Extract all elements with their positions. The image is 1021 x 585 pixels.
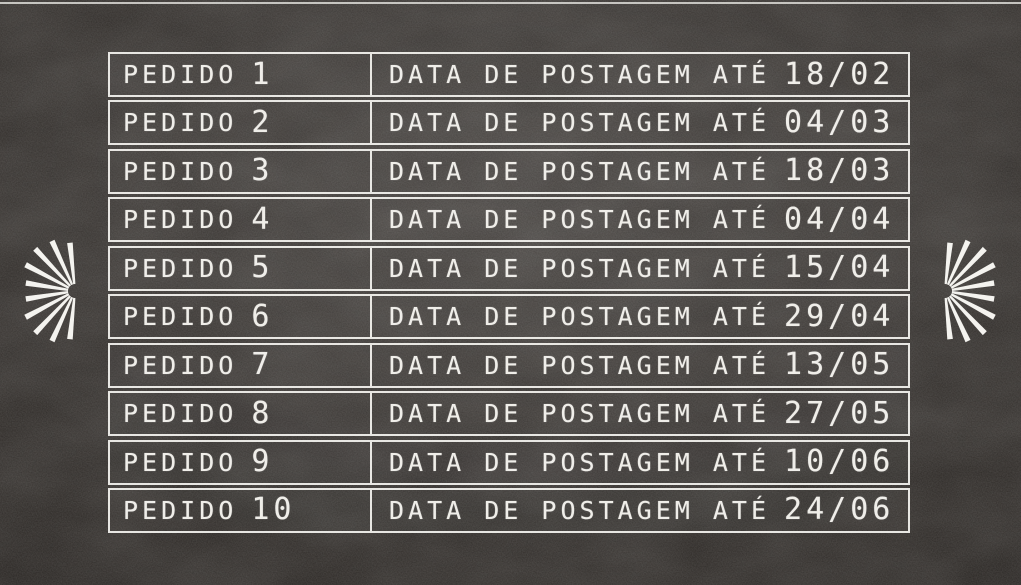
order-number: 7	[251, 347, 274, 383]
posting-date-value: 18/03	[784, 153, 895, 189]
order-cell: PEDIDO 1	[110, 54, 372, 95]
order-number: 10	[251, 492, 296, 528]
posting-date-label: DATA DE POSTAGEM ATÉ	[389, 156, 771, 186]
order-label: PEDIDO	[123, 302, 238, 332]
order-cell: PEDIDO 3	[110, 150, 372, 192]
posting-date-value: 13/05	[784, 347, 895, 383]
table-row: PEDIDO 9 DATA DE POSTAGEM ATÉ 10/06	[108, 439, 910, 485]
order-label: PEDIDO	[123, 350, 238, 380]
order-cell: PEDIDO 6	[110, 296, 372, 338]
posting-date-label: DATA DE POSTAGEM ATÉ	[389, 302, 771, 332]
table-row: PEDIDO 4 DATA DE POSTAGEM ATÉ 04/04	[108, 197, 910, 243]
order-number: 6	[251, 298, 274, 334]
posting-cell: DATA DE POSTAGEM ATÉ 04/03	[372, 102, 908, 143]
schedule-table: PEDIDO 1 DATA DE POSTAGEM ATÉ 18/02 PEDIDO 2 D…	[108, 52, 910, 533]
posting-cell: DATA DE POSTAGEM ATÉ 04/04	[372, 199, 908, 240]
order-number: 8	[251, 395, 274, 431]
order-cell: PEDIDO 8	[110, 393, 372, 435]
order-label: PEDIDO	[123, 205, 238, 235]
order-label: PEDIDO	[123, 108, 238, 138]
posting-date-value: 10/06	[784, 444, 895, 479]
table-row: PEDIDO 8 DATA DE POSTAGEM ATÉ 27/05	[108, 391, 910, 437]
order-cell: PEDIDO 9	[110, 441, 372, 483]
order-label: PEDIDO	[123, 156, 238, 186]
top-rule-line	[0, 2, 1021, 4]
order-cell: PEDIDO 4	[110, 199, 372, 241]
posting-date-value: 24/06	[784, 492, 895, 528]
order-number: 1	[251, 56, 274, 92]
order-label: PEDIDO	[123, 60, 238, 89]
posting-cell: DATA DE POSTAGEM ATÉ 15/04	[372, 248, 908, 289]
table-row: PEDIDO 2 DATA DE POSTAGEM ATÉ 04/03	[108, 100, 910, 146]
starburst-rays-right-icon	[944, 239, 996, 343]
posting-date-label: DATA DE POSTAGEM ATÉ	[389, 495, 771, 525]
table-row: PEDIDO 1 DATA DE POSTAGEM ATÉ 18/02	[108, 52, 910, 97]
posting-date-value: 29/04	[784, 298, 895, 334]
posting-date-value: 04/04	[784, 201, 895, 237]
table-row: PEDIDO 6 DATA DE POSTAGEM ATÉ 29/04	[108, 294, 910, 340]
order-label: PEDIDO	[123, 399, 238, 429]
order-cell: PEDIDO 10	[110, 489, 372, 531]
posting-cell: DATA DE POSTAGEM ATÉ 13/05	[372, 345, 908, 386]
order-label: PEDIDO	[123, 447, 238, 477]
order-cell: PEDIDO 2	[110, 102, 372, 144]
posting-date-label: DATA DE POSTAGEM ATÉ	[389, 350, 771, 380]
posting-date-value: 18/02	[784, 56, 895, 92]
starburst-rays-left-icon	[24, 239, 76, 343]
order-label: PEDIDO	[123, 495, 238, 525]
order-number: 5	[251, 250, 274, 286]
posting-date-value: 27/05	[784, 395, 895, 431]
posting-cell: DATA DE POSTAGEM ATÉ 18/02	[372, 54, 908, 95]
posting-cell: DATA DE POSTAGEM ATÉ 24/06	[372, 490, 908, 531]
order-number: 2	[251, 104, 274, 140]
posting-date-value: 15/04	[784, 250, 895, 286]
table-row: PEDIDO 10 DATA DE POSTAGEM ATÉ 24/06	[108, 487, 910, 533]
posting-cell: DATA DE POSTAGEM ATÉ 27/05	[372, 393, 908, 434]
posting-date-label: DATA DE POSTAGEM ATÉ	[389, 108, 771, 138]
posting-cell: DATA DE POSTAGEM ATÉ 29/04	[372, 296, 908, 337]
posting-date-value: 04/03	[784, 104, 895, 140]
table-row: PEDIDO 7 DATA DE POSTAGEM ATÉ 13/05	[108, 342, 910, 388]
order-label: PEDIDO	[123, 253, 238, 283]
order-number: 3	[251, 153, 274, 189]
order-number: 4	[251, 201, 274, 237]
order-number: 9	[251, 444, 274, 479]
posting-date-label: DATA DE POSTAGEM ATÉ	[389, 399, 771, 429]
table-row: PEDIDO 5 DATA DE POSTAGEM ATÉ 15/04	[108, 245, 910, 291]
posting-date-label: DATA DE POSTAGEM ATÉ	[389, 253, 771, 283]
posting-date-label: DATA DE POSTAGEM ATÉ	[389, 447, 771, 477]
table-row: PEDIDO 3 DATA DE POSTAGEM ATÉ 18/03	[108, 148, 910, 194]
order-cell: PEDIDO 7	[110, 344, 372, 386]
posting-cell: DATA DE POSTAGEM ATÉ 18/03	[372, 151, 908, 192]
order-cell: PEDIDO 5	[110, 247, 372, 289]
posting-date-label: DATA DE POSTAGEM ATÉ	[389, 60, 771, 89]
posting-cell: DATA DE POSTAGEM ATÉ 10/06	[372, 442, 908, 483]
posting-date-label: DATA DE POSTAGEM ATÉ	[389, 205, 771, 235]
